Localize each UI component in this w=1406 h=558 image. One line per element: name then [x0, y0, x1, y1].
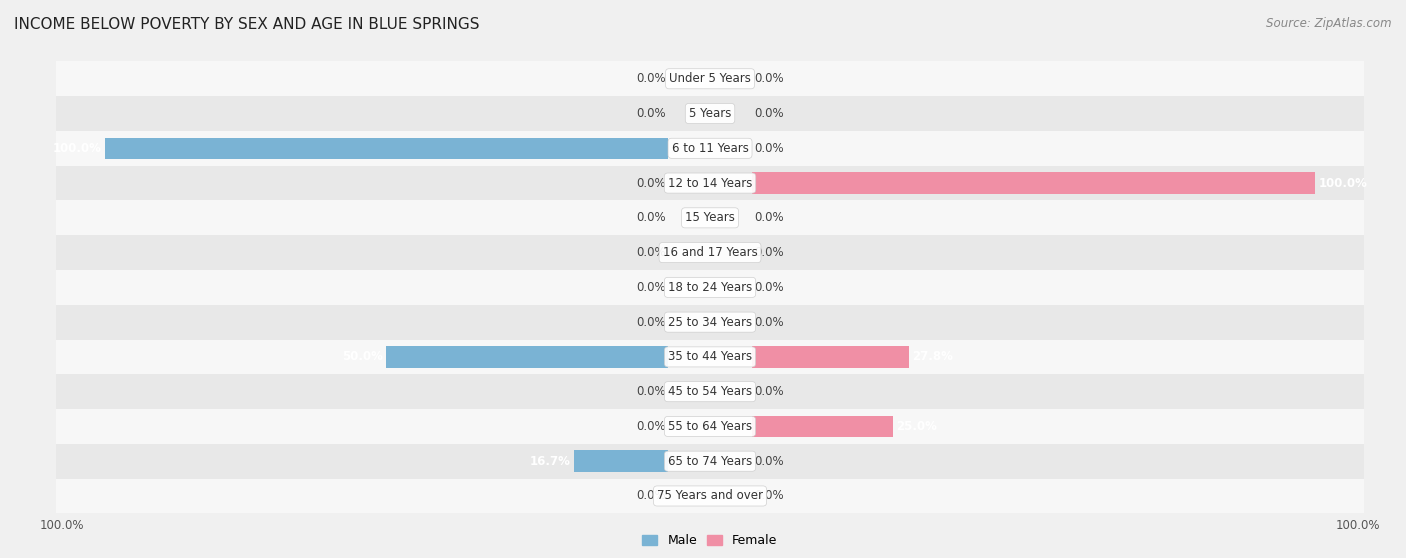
Bar: [387, 346, 668, 368]
Text: 18 to 24 Years: 18 to 24 Years: [668, 281, 752, 294]
Text: 0.0%: 0.0%: [754, 455, 785, 468]
Bar: [56, 374, 1364, 409]
Bar: [56, 479, 1364, 513]
Text: 100.0%: 100.0%: [53, 142, 101, 155]
Legend: Male, Female: Male, Female: [637, 530, 783, 552]
Text: 100.0%: 100.0%: [1319, 176, 1367, 190]
Bar: [56, 305, 1364, 339]
Text: 0.0%: 0.0%: [754, 246, 785, 259]
Text: 65 to 74 Years: 65 to 74 Years: [668, 455, 752, 468]
Text: 0.0%: 0.0%: [754, 107, 785, 120]
Text: 25.0%: 25.0%: [896, 420, 936, 433]
Bar: [104, 137, 668, 159]
Text: INCOME BELOW POVERTY BY SEX AND AGE IN BLUE SPRINGS: INCOME BELOW POVERTY BY SEX AND AGE IN B…: [14, 17, 479, 32]
Text: 0.0%: 0.0%: [636, 281, 666, 294]
Bar: [56, 96, 1364, 131]
Text: Source: ZipAtlas.com: Source: ZipAtlas.com: [1267, 17, 1392, 30]
Text: 0.0%: 0.0%: [754, 73, 785, 85]
Text: 0.0%: 0.0%: [636, 316, 666, 329]
Text: 55 to 64 Years: 55 to 64 Years: [668, 420, 752, 433]
Text: 45 to 54 Years: 45 to 54 Years: [668, 385, 752, 398]
Text: 0.0%: 0.0%: [754, 385, 785, 398]
Text: 16 and 17 Years: 16 and 17 Years: [662, 246, 758, 259]
Text: 0.0%: 0.0%: [636, 420, 666, 433]
Text: 27.8%: 27.8%: [912, 350, 953, 363]
Text: 0.0%: 0.0%: [636, 385, 666, 398]
Text: 0.0%: 0.0%: [636, 211, 666, 224]
Bar: [56, 409, 1364, 444]
Text: 12 to 14 Years: 12 to 14 Years: [668, 176, 752, 190]
Text: 0.0%: 0.0%: [754, 211, 785, 224]
Text: 6 to 11 Years: 6 to 11 Years: [672, 142, 748, 155]
Bar: [752, 172, 1316, 194]
Text: 0.0%: 0.0%: [636, 107, 666, 120]
Text: 16.7%: 16.7%: [530, 455, 571, 468]
Bar: [56, 61, 1364, 96]
Bar: [752, 346, 908, 368]
Bar: [574, 450, 668, 472]
Text: 0.0%: 0.0%: [754, 142, 785, 155]
Text: 25 to 34 Years: 25 to 34 Years: [668, 316, 752, 329]
Bar: [56, 339, 1364, 374]
Text: 0.0%: 0.0%: [636, 489, 666, 502]
Bar: [56, 166, 1364, 200]
Text: 50.0%: 50.0%: [342, 350, 382, 363]
Text: 0.0%: 0.0%: [754, 316, 785, 329]
Bar: [56, 444, 1364, 479]
Bar: [56, 131, 1364, 166]
Text: 0.0%: 0.0%: [636, 246, 666, 259]
Text: 0.0%: 0.0%: [636, 73, 666, 85]
Text: 5 Years: 5 Years: [689, 107, 731, 120]
Bar: [56, 235, 1364, 270]
Text: 0.0%: 0.0%: [636, 176, 666, 190]
Bar: [56, 270, 1364, 305]
Text: 35 to 44 Years: 35 to 44 Years: [668, 350, 752, 363]
Text: 15 Years: 15 Years: [685, 211, 735, 224]
Text: 75 Years and over: 75 Years and over: [657, 489, 763, 502]
Bar: [752, 416, 893, 437]
Text: 0.0%: 0.0%: [754, 489, 785, 502]
Text: Under 5 Years: Under 5 Years: [669, 73, 751, 85]
Text: 0.0%: 0.0%: [754, 281, 785, 294]
Bar: [56, 200, 1364, 235]
